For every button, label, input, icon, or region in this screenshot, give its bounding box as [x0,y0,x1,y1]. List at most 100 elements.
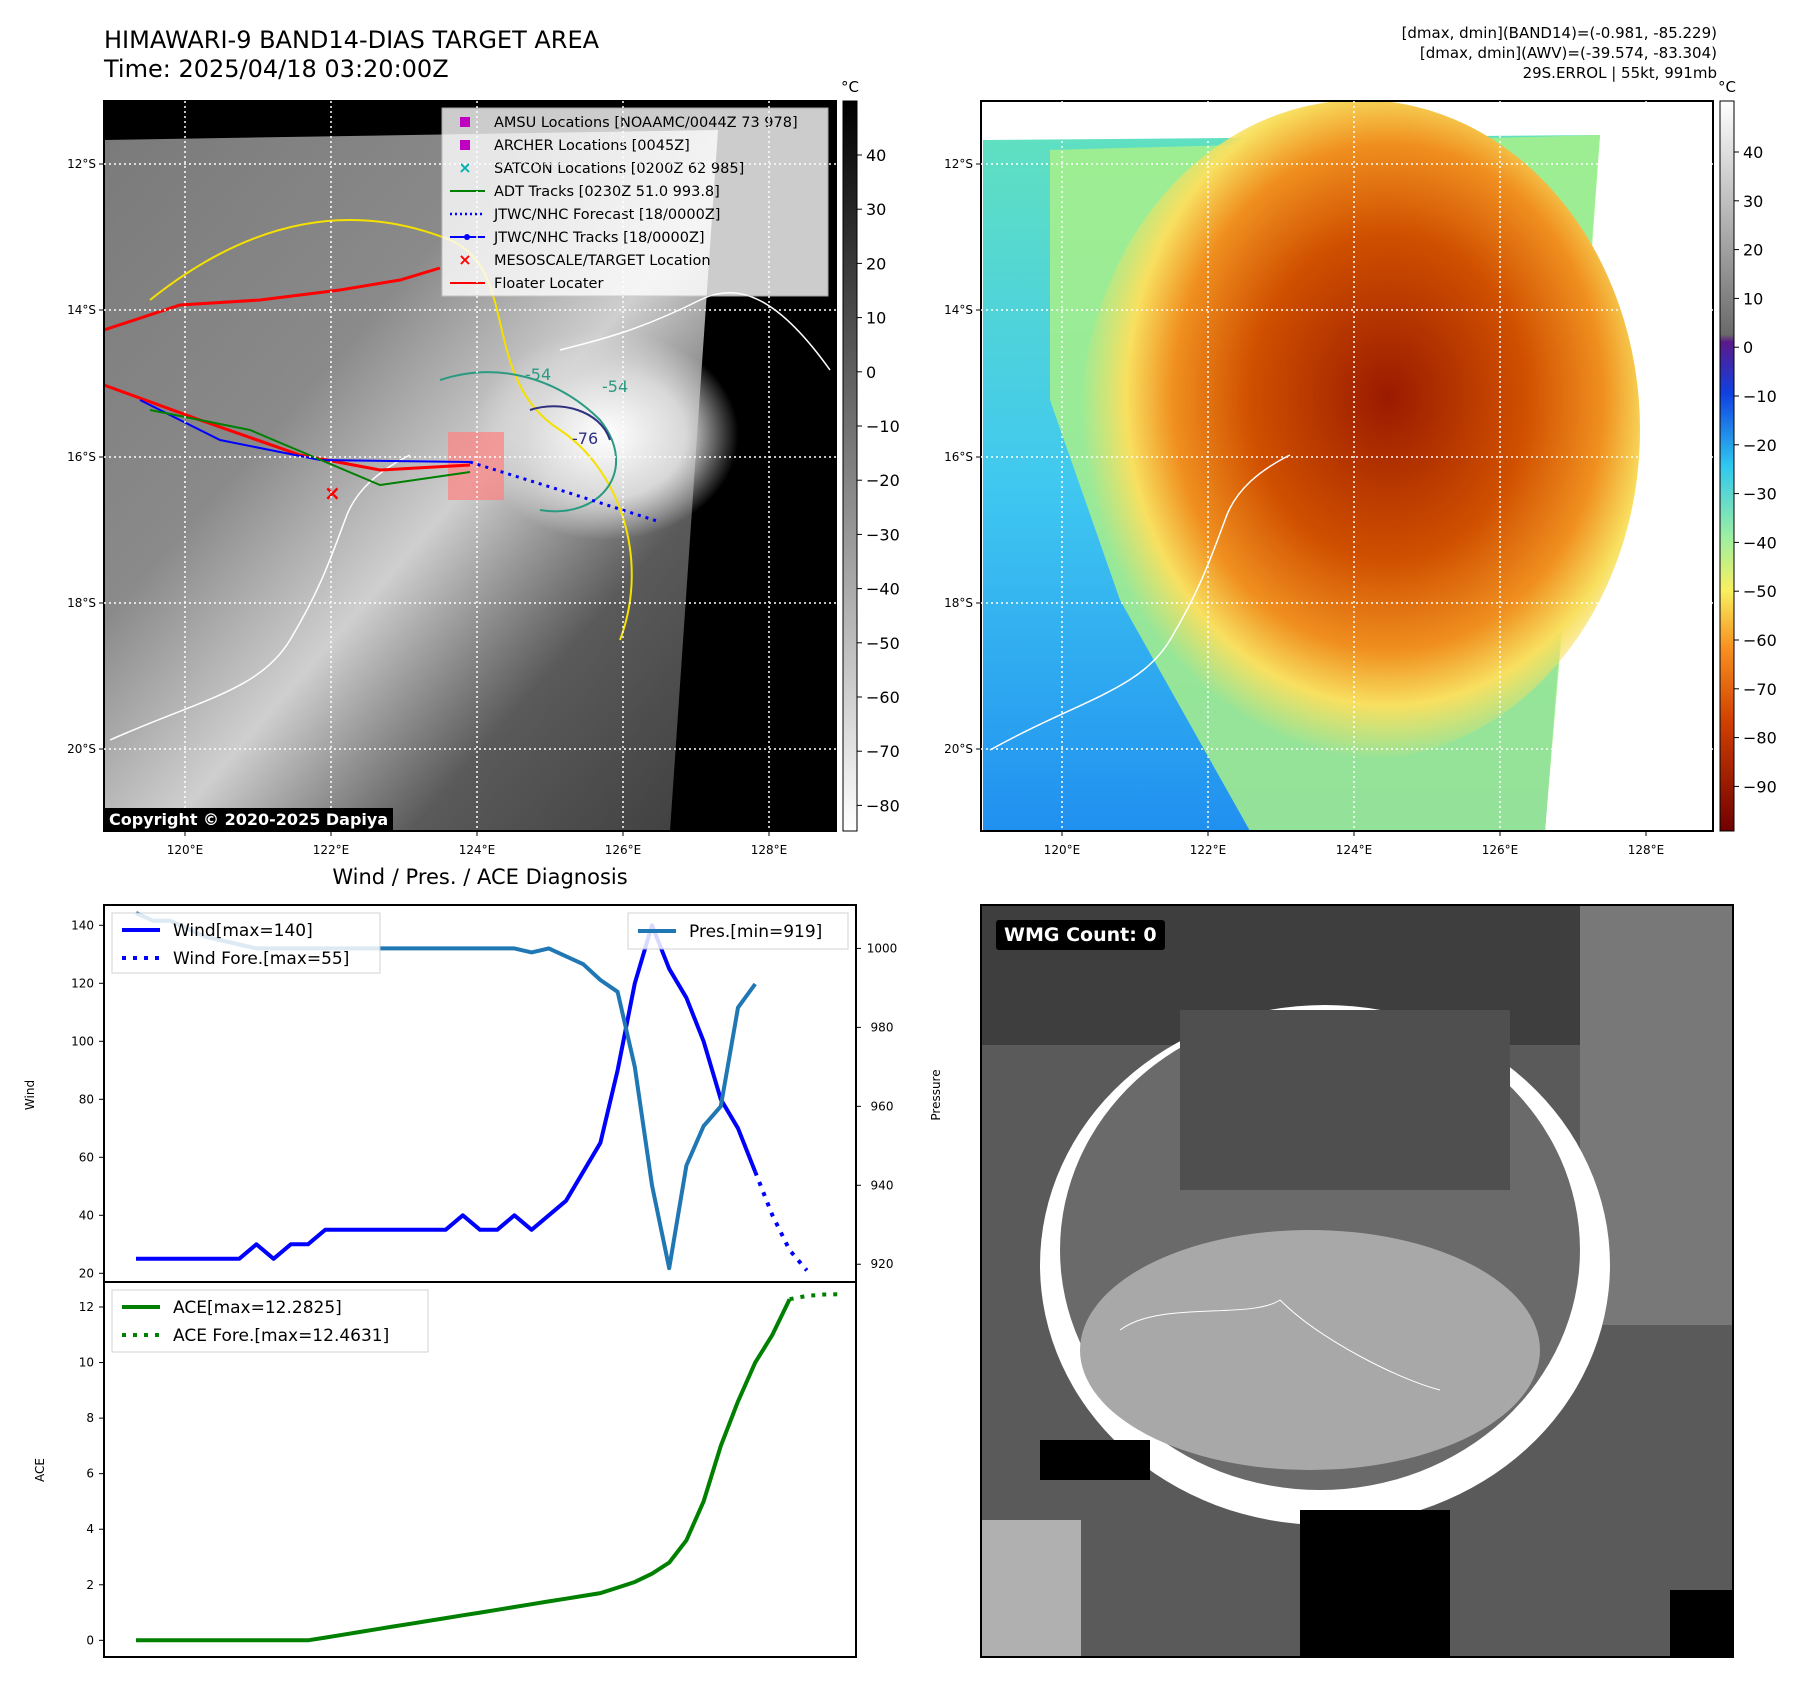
lon-label-R3: 126°E [1482,843,1519,857]
info-line1: [dmax, dmin](BAND14)=(-0.981, -85.229) [1401,24,1717,42]
lat-label-L2: 16°S [67,450,96,464]
colorbar-tick-label-2: 20 [1743,241,1763,260]
lon-label-L0: 120°E [167,843,204,857]
ace-series-line-0 [136,1298,792,1643]
map-legend: AMSU Locations [NOAAMC/0044Z 73 978] ARCH… [441,107,829,297]
lat-label-R0: 12°S [944,157,973,171]
series-line-1 [753,1171,809,1272]
colorbar-tick-label-9: −50 [866,634,900,653]
colorbar-tick-label-8: −40 [866,580,900,599]
ace-ytick-label-2: 4 [86,1522,94,1536]
right-map-frame [980,100,1714,832]
wmg-panel [981,905,1733,1657]
wind-ytick-label-4: 100 [71,1034,94,1048]
ace-axis-label: ACE [33,1458,47,1482]
right-map-panel [981,101,1713,831]
ace-ytick-label-5: 10 [79,1356,94,1370]
colorbar-tick-label-6: −20 [1743,436,1777,455]
wind-ytick-label-0: 20 [79,1266,94,1280]
colorbar-tick-label-7: −30 [1743,485,1777,504]
right-colorbar-ticks: 40 30 20 10 0 −10 −20 −30 −40 −50 −60 −70 −80 −90 [1734,143,1777,796]
wind-legend-label-1: Wind Fore.[max=55] [173,949,349,969]
colorbar-tick-label-3: 10 [1743,289,1763,308]
coastline-right [989,454,1291,751]
figure-title-line2: Time: 2025/04/18 03:20:00Z [104,55,449,83]
colorbar-tick-label-4: 0 [1743,338,1753,357]
legend-label-2: SATCON Locations [0200Z 62 985] [494,161,744,177]
lon-label-R0: 120°E [1044,843,1081,857]
colorbar-tick-label-6: −20 [866,471,900,490]
map-gridlines: 12°S 14°S 16°S 18°S 20°S 120°E 122°E 124°E 126°E… [67,101,1713,857]
lon-label-R4: 128°E [1628,843,1665,857]
lon-label-R1: 122°E [1190,843,1227,857]
lon-label-L2: 124°E [459,843,496,857]
colorbar-tick-label-0: 40 [866,146,886,165]
jtwc-track [139,399,471,463]
wind-ytick-label-2: 60 [79,1150,94,1164]
lat-label-L1: 14°S [67,303,96,317]
wmg-frame [980,904,1734,1658]
left-map-frame [103,100,837,832]
figure-title-line1: HIMAWARI-9 BAND14-DIAS TARGET AREA [104,26,600,54]
colorbar-tick-label-8: −40 [1743,533,1777,552]
colorbar-tick-label-11: −70 [1743,680,1777,699]
colorbar-tick-label-1: 30 [1743,192,1763,211]
right-colorbar-unit: °C [1718,78,1736,96]
legend-marker-1 [460,140,470,150]
legend-marker-6: × [458,250,471,269]
lat-label-R2: 16°S [944,450,973,464]
pressure-legend-label: Pres.[min=919] [689,922,822,942]
contour-label-2: -54 [525,365,551,384]
wmg-coastline [1119,1299,1441,1391]
legend-label-7: Floater Locater [494,276,603,292]
lat-label-L0: 12°S [67,157,96,171]
coastline-left-north [559,292,831,371]
colorbar-tick-label-13: −90 [1743,777,1777,796]
ace-legend-label-0: ACE[max=12.2825] [173,1298,342,1318]
contour-navy [529,405,611,441]
colorbar-tick-label-12: −80 [866,796,900,815]
lat-label-R1: 14°S [944,303,973,317]
lat-label-L3: 18°S [67,596,96,610]
info-line2: [dmax, dmin](AWV)=(-39.574, -83.304) [1419,44,1717,62]
diagnosis-title: Wind / Pres. / ACE Diagnosis [332,865,627,889]
coastline-left [109,454,411,741]
colorbar-tick-label-5: −10 [1743,387,1777,406]
legend-marker-2: × [458,158,471,177]
pressure-axis-label: Pressure [929,1069,943,1120]
left-colorbar-ticks: 40 30 20 10 0 −10 −20 −30 −40 −50 −60 −70 −80 [857,146,900,815]
ace-ytick-label-0: 0 [86,1633,94,1647]
info-line3: 29S.ERROL | 55kt, 991mb [1522,64,1717,82]
pressure-ytick-label-0: 920 [871,1257,894,1271]
right-colorbar [1719,100,1735,832]
wind-ytick-label-1: 40 [79,1208,94,1222]
legend-label-6: MESOSCALE/TARGET Location [494,253,711,269]
wind-legend-label-0: Wind[max=140] [173,921,313,941]
colorbar-tick-label-10: −60 [866,688,900,707]
lon-label-L3: 126°E [605,843,642,857]
colorbar-tick-label-12: −80 [1743,729,1777,748]
ace-ytick-label-6: 12 [79,1300,94,1314]
colorbar-tick-label-11: −70 [866,742,900,761]
legend-label-5: JTWC/NHC Tracks [18/0000Z] [493,230,705,246]
wind-ytick-label-6: 140 [71,918,94,932]
ace-ytick-label-4: 8 [86,1411,94,1425]
colorbar-tick-label-4: 0 [866,363,876,382]
colorbar-tick-label-5: −10 [866,417,900,436]
legend-label-4: JTWC/NHC Forecast [18/0000Z] [493,207,720,223]
legend-label-3: ADT Tracks [0230Z 51.0 993.8] [494,184,720,200]
pressure-ytick-label-2: 960 [871,1099,894,1113]
contour-yellow [149,219,633,641]
lat-label-R3: 18°S [944,596,973,610]
legend-marker-0 [460,117,470,127]
copyright-badge: Copyright © 2020-2025 Dapiya [104,808,394,831]
lon-label-L1: 122°E [313,843,350,857]
lat-label-R4: 20°S [944,742,973,756]
ace-legend-label-1: ACE Fore.[max=12.4631] [173,1326,389,1346]
wind-legend-box [111,912,381,974]
lat-label-L4: 20°S [67,742,96,756]
ace-legend-box [111,1289,429,1353]
wind-ytick-label-5: 120 [71,976,94,990]
